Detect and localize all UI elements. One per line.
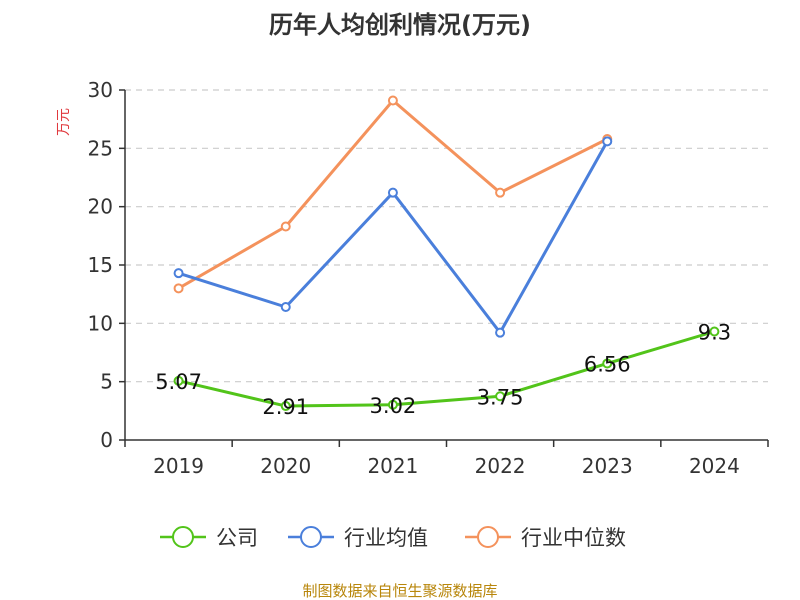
series-0-line bbox=[178, 330, 715, 408]
x-tick-label: 2024 bbox=[689, 454, 740, 478]
y-tick-label: 25 bbox=[88, 136, 113, 160]
chart-title: 历年人均创利情况(万元) bbox=[269, 11, 531, 39]
x-tick-label: 2019 bbox=[153, 454, 204, 478]
series-2-point[interactable] bbox=[387, 95, 398, 106]
series-0-point[interactable] bbox=[387, 399, 398, 410]
y-tick-label: 5 bbox=[100, 370, 113, 394]
axes: 0 5 10 15 20 25 30 2019 2020 2021 2022 2023 2024 bbox=[88, 78, 769, 478]
y-tick-label: 0 bbox=[100, 428, 113, 452]
legend[interactable]: 公司 行业均值 行业中位数 bbox=[160, 526, 626, 550]
legend-marker-swatch bbox=[300, 526, 322, 548]
source-note: 制图数据来自恒生聚源数据库 bbox=[302, 582, 497, 600]
x-tick-label: 2023 bbox=[582, 454, 633, 478]
legend-item-0[interactable]: 公司 bbox=[160, 526, 258, 550]
legend-label: 行业中位数 bbox=[521, 526, 626, 550]
series-1-point[interactable] bbox=[602, 136, 613, 147]
series-1-point[interactable] bbox=[387, 187, 398, 198]
series-2-point[interactable] bbox=[173, 283, 184, 294]
grid-lines bbox=[125, 89, 768, 383]
series-0-point[interactable] bbox=[602, 358, 613, 369]
data-label: 2.91 bbox=[262, 395, 309, 419]
x-tick-label: 2021 bbox=[367, 454, 418, 478]
series-lines bbox=[173, 95, 720, 412]
data-label: 5.07 bbox=[155, 370, 202, 394]
series-2-point[interactable] bbox=[495, 187, 506, 198]
y-tick-label: 20 bbox=[88, 195, 113, 219]
y-tick-label: 30 bbox=[88, 78, 113, 102]
data-labels: 5.07 2.91 3.02 3.75 6.56 9.3 bbox=[155, 321, 731, 420]
legend-marker-swatch bbox=[172, 526, 194, 548]
legend-marker-swatch bbox=[477, 526, 499, 548]
x-tick-label: 2020 bbox=[260, 454, 311, 478]
legend-item-2[interactable]: 行业中位数 bbox=[465, 526, 626, 550]
data-label: 3.02 bbox=[370, 394, 417, 418]
series-0-point[interactable] bbox=[280, 401, 291, 412]
x-tick-label: 2022 bbox=[475, 454, 526, 478]
y-tick-label: 10 bbox=[88, 311, 113, 335]
data-label: 6.56 bbox=[584, 352, 631, 376]
legend-label: 公司 bbox=[216, 526, 258, 550]
series-0-point[interactable] bbox=[709, 326, 720, 337]
data-label: 3.75 bbox=[477, 385, 524, 409]
series-1-point[interactable] bbox=[495, 327, 506, 338]
series-1-point[interactable] bbox=[280, 302, 291, 312]
y-axis-unit-label: 万元 bbox=[56, 108, 72, 136]
legend-item-1[interactable]: 行业均值 bbox=[288, 526, 428, 550]
series-0-point[interactable] bbox=[173, 375, 184, 386]
y-tick-label: 15 bbox=[88, 253, 113, 277]
series-2-point[interactable] bbox=[280, 221, 291, 232]
legend-label: 行业均值 bbox=[344, 526, 428, 550]
series-0-point[interactable] bbox=[495, 391, 506, 402]
data-label: 9.3 bbox=[698, 321, 731, 345]
series-1-point[interactable] bbox=[173, 268, 184, 279]
